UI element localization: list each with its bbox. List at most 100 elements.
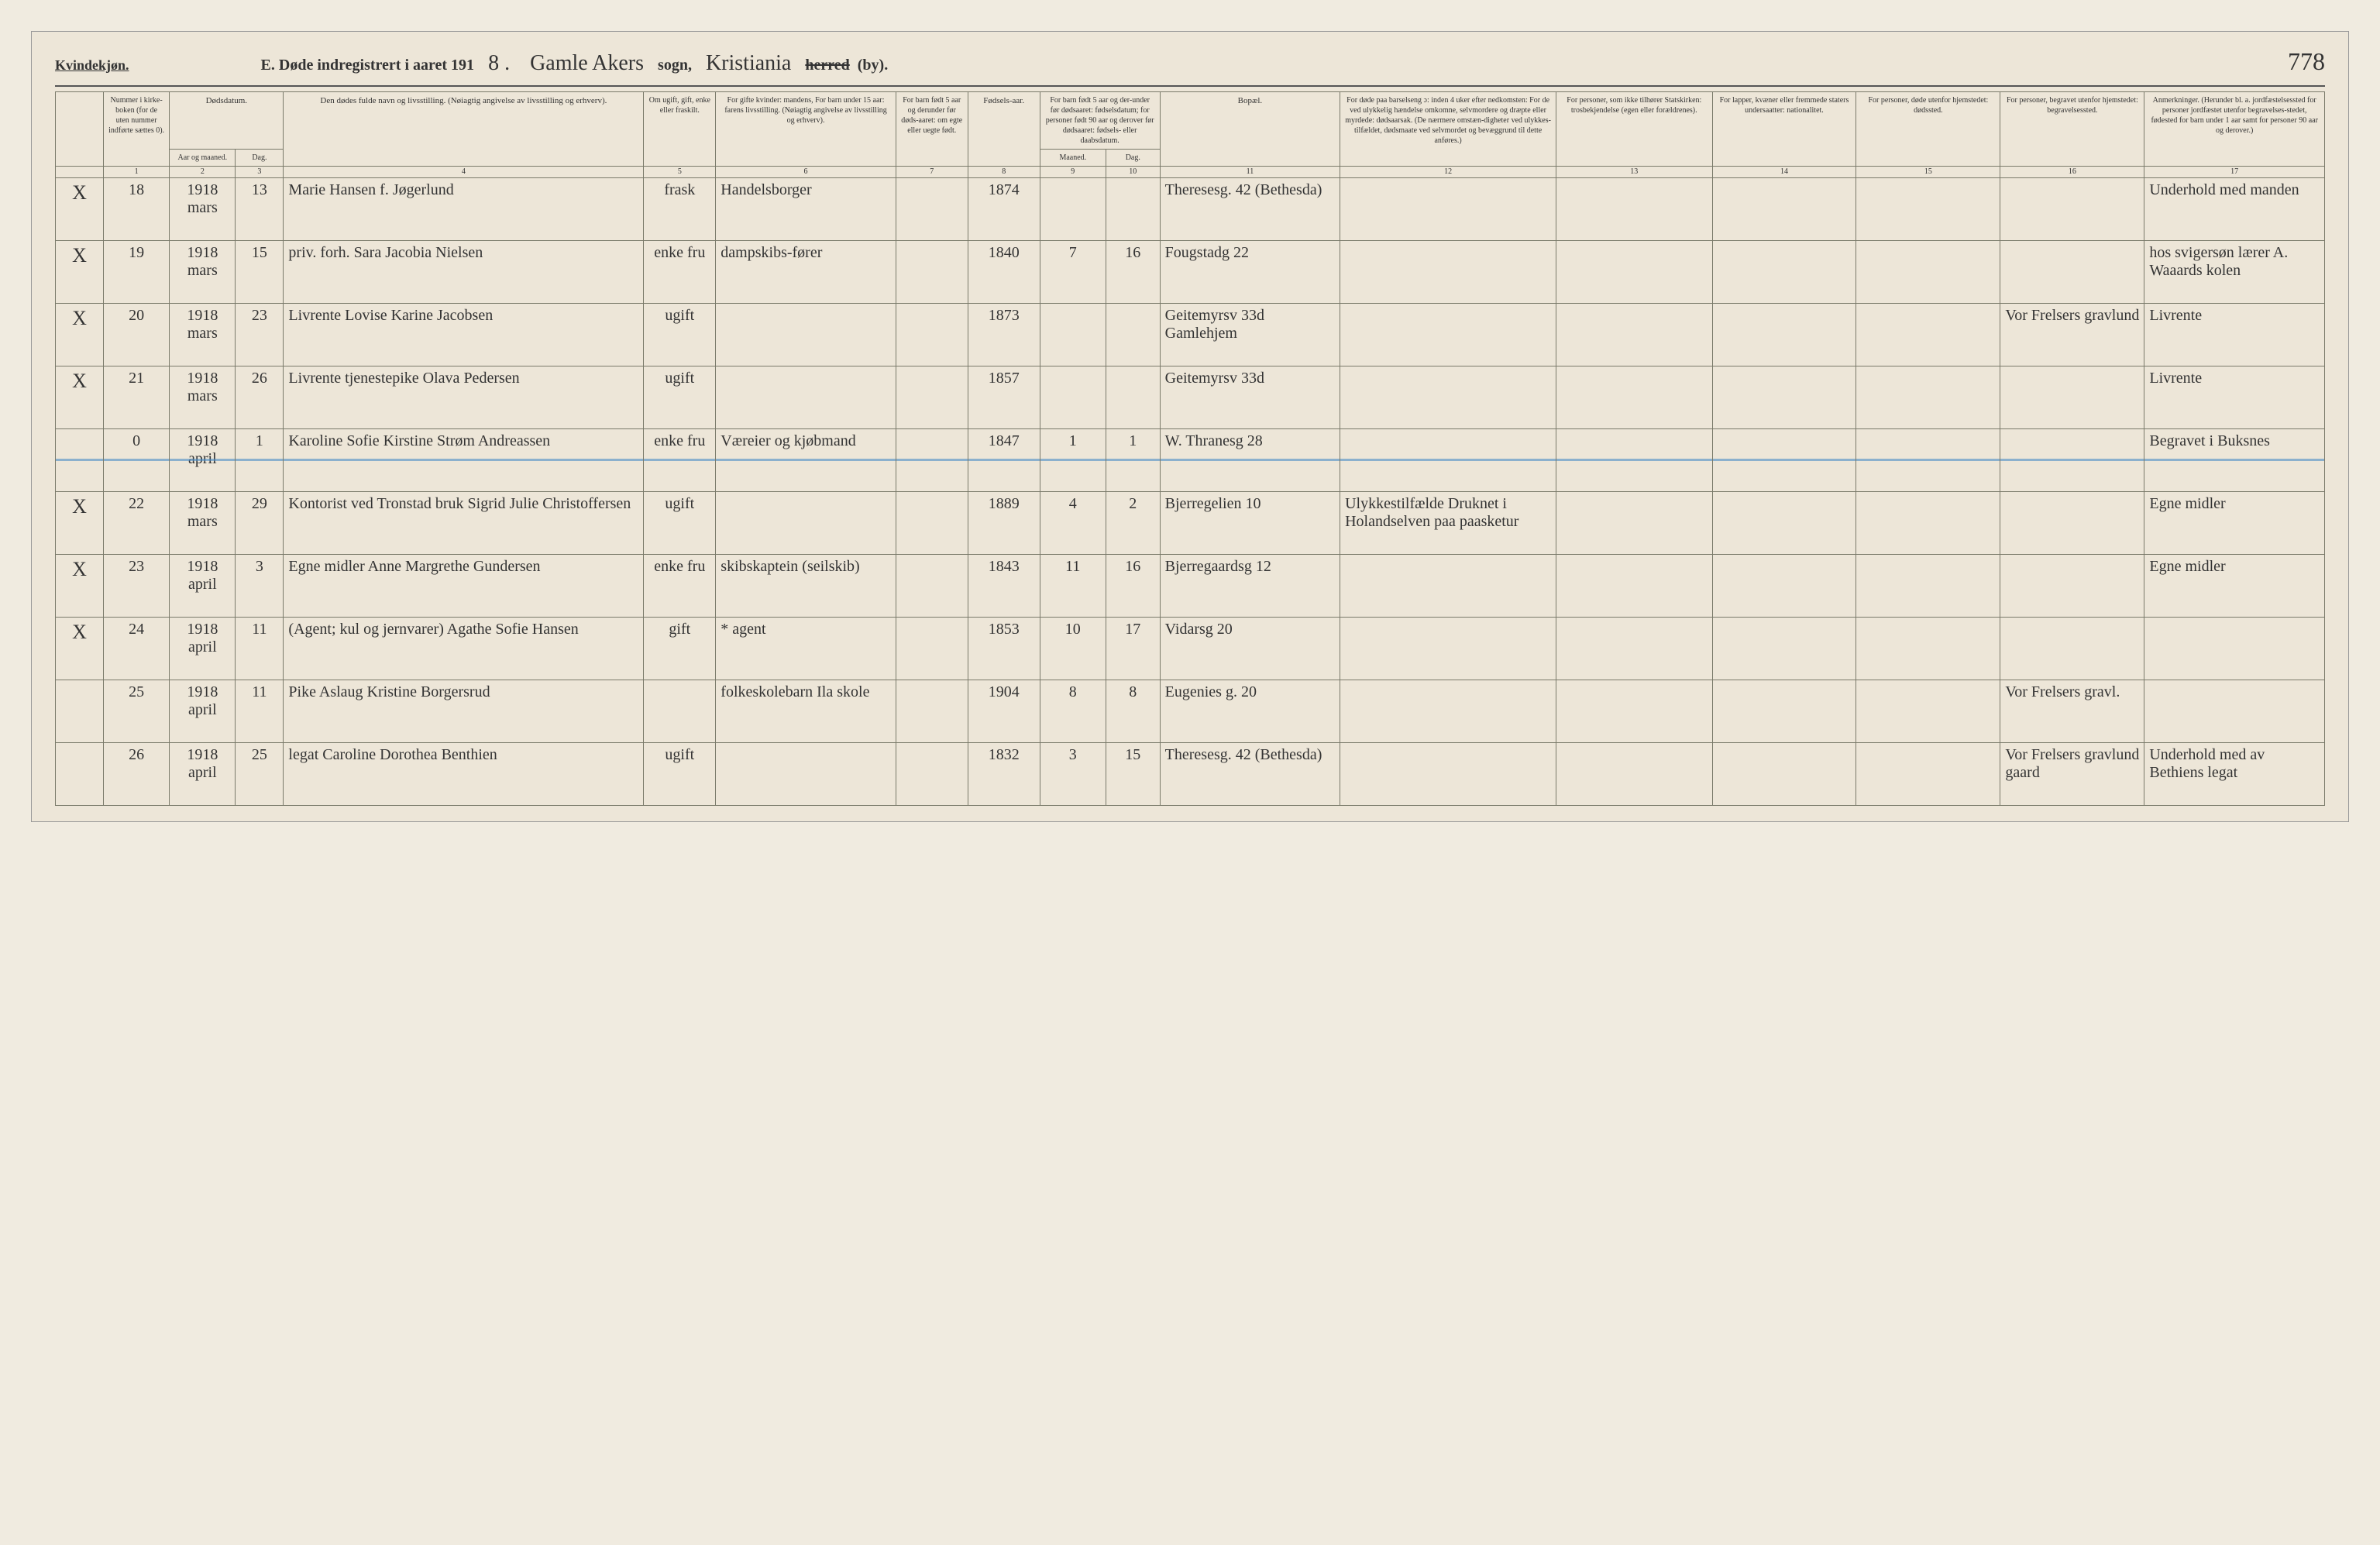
cell-bopael: W. Thranesg 28 <box>1160 428 1340 491</box>
cell-egte <box>896 491 968 554</box>
cell-xmark <box>56 428 104 491</box>
cell-cause <box>1340 742 1556 805</box>
table-row: X201918 mars23Livrente Lovise Karine Jac… <box>56 303 2325 366</box>
cell-byear: 1873 <box>968 303 1040 366</box>
cell-c14 <box>1712 366 1856 428</box>
colnum-cell: 13 <box>1556 167 1712 178</box>
table-row: X231918 april3Egne midler Anne Margrethe… <box>56 554 2325 617</box>
cell-anm: Underhold med manden <box>2144 177 2325 240</box>
cell-egte <box>896 366 968 428</box>
cell-day: 26 <box>236 366 284 428</box>
cell-day: 3 <box>236 554 284 617</box>
cell-byear: 1832 <box>968 742 1040 805</box>
colnum-cell: 9 <box>1040 167 1106 178</box>
cell-byear: 1840 <box>968 240 1040 303</box>
cell-num: 26 <box>103 742 169 805</box>
cell-name: Egne midler Anne Margrethe Gundersen <box>284 554 644 617</box>
colnum-cell: 12 <box>1340 167 1556 178</box>
cell-c13 <box>1556 366 1712 428</box>
cell-c15 <box>1856 680 2000 742</box>
colnum-cell: 2 <box>170 167 236 178</box>
col-day: Dag. <box>236 150 284 167</box>
cell-m <box>1040 177 1106 240</box>
cell-d: 1 <box>1106 428 1160 491</box>
cell-name: Livrente tjenestepike Olava Pedersen <box>284 366 644 428</box>
table-row: X221918 mars29Kontorist ved Tronstad bru… <box>56 491 2325 554</box>
cell-c14 <box>1712 428 1856 491</box>
cell-m <box>1040 303 1106 366</box>
table-row: X211918 mars26Livrente tjenestepike Olav… <box>56 366 2325 428</box>
cell-status: frask <box>644 177 716 240</box>
cell-status <box>644 680 716 742</box>
col-residence: Bopæl. <box>1160 92 1340 167</box>
cell-ym: 1918 mars <box>170 240 236 303</box>
cell-cause <box>1340 554 1556 617</box>
cell-anm: hos svigersøn lærer A. Waaards kolen <box>2144 240 2325 303</box>
cell-occ <box>716 491 896 554</box>
cell-egte <box>896 240 968 303</box>
cell-name: Marie Hansen f. Jøgerlund <box>284 177 644 240</box>
cell-ym: 1918 april <box>170 617 236 680</box>
colnum-cell: 7 <box>896 167 968 178</box>
cell-num: 19 <box>103 240 169 303</box>
cell-num: 18 <box>103 177 169 240</box>
cell-num: 20 <box>103 303 169 366</box>
cell-c14 <box>1712 240 1856 303</box>
cell-c13 <box>1556 303 1712 366</box>
cell-c15 <box>1856 491 2000 554</box>
cell-d: 2 <box>1106 491 1160 554</box>
cell-occ: skibskaptein (seilskib) <box>716 554 896 617</box>
cell-anm <box>2144 617 2325 680</box>
cell-ym: 1918 april <box>170 554 236 617</box>
cell-num: 21 <box>103 366 169 428</box>
cell-anm <box>2144 680 2325 742</box>
cell-byear: 1853 <box>968 617 1040 680</box>
table-row: X241918 april11(Agent; kul og jernvarer)… <box>56 617 2325 680</box>
colnum-cell: 10 <box>1106 167 1160 178</box>
cell-c13 <box>1556 680 1712 742</box>
cell-d <box>1106 303 1160 366</box>
cell-xmark: X <box>56 366 104 428</box>
cell-c13 <box>1556 554 1712 617</box>
cell-cause <box>1340 240 1556 303</box>
cell-c16 <box>2000 366 2144 428</box>
cell-m: 10 <box>1040 617 1106 680</box>
cell-d: 15 <box>1106 742 1160 805</box>
cell-cause <box>1340 680 1556 742</box>
cell-anm: Egne midler <box>2144 554 2325 617</box>
colnum-cell: 3 <box>236 167 284 178</box>
cell-occ: dampskibs-fører <box>716 240 896 303</box>
cell-anm: Begravet i Buksnes <box>2144 428 2325 491</box>
cell-day: 15 <box>236 240 284 303</box>
cell-num: 25 <box>103 680 169 742</box>
cell-c15 <box>1856 366 2000 428</box>
col-birthyear: Fødsels-aar. <box>968 92 1040 167</box>
column-numbers-row: 1234567891011121314151617 <box>56 167 2325 178</box>
page-number: 778 <box>2288 47 2325 76</box>
cell-bopael: Theresesg. 42 (Bethesda) <box>1160 742 1340 805</box>
cell-c15 <box>1856 428 2000 491</box>
cell-c14 <box>1712 680 1856 742</box>
cell-c16: Vor Frelsers gravlund <box>2000 303 2144 366</box>
cell-day: 23 <box>236 303 284 366</box>
cell-c13 <box>1556 428 1712 491</box>
cell-m: 8 <box>1040 680 1106 742</box>
cell-occ <box>716 303 896 366</box>
cell-xmark: X <box>56 240 104 303</box>
cell-bopael: Eugenies g. 20 <box>1160 680 1340 742</box>
cell-day: 1 <box>236 428 284 491</box>
cell-egte <box>896 742 968 805</box>
cell-c13 <box>1556 742 1712 805</box>
cell-c15 <box>1856 742 2000 805</box>
cell-c15 <box>1856 554 2000 617</box>
cell-name: Livrente Lovise Karine Jacobsen <box>284 303 644 366</box>
cell-egte <box>896 680 968 742</box>
cell-m: 3 <box>1040 742 1106 805</box>
cell-day: 29 <box>236 491 284 554</box>
cell-anm: Underhold med av Bethiens legat <box>2144 742 2325 805</box>
register-page: Kvindekjøn. E. Døde indregistrert i aare… <box>31 31 2349 822</box>
cell-status: gift <box>644 617 716 680</box>
colnum-cell: 1 <box>103 167 169 178</box>
cell-c16 <box>2000 617 2144 680</box>
cell-byear: 1847 <box>968 428 1040 491</box>
